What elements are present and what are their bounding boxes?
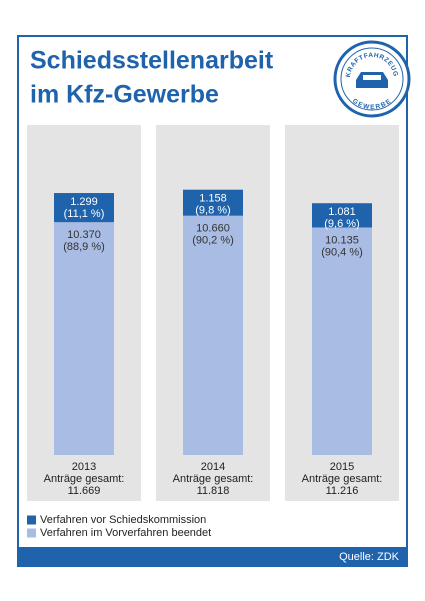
share-label: (9,8 %) — [195, 205, 230, 217]
title-line: Schiedsstellenarbeit — [30, 47, 274, 75]
total-label: 11.669 — [68, 485, 101, 497]
legend-swatch — [27, 515, 36, 525]
share-label: (9,6 %) — [324, 218, 359, 230]
total-caption: Anträge gesamt: — [302, 473, 383, 485]
legend-swatch — [27, 528, 36, 538]
value-label: 1.299 — [70, 196, 98, 208]
badge: KRAFTFAHRZEUG GEWERBE — [333, 40, 411, 118]
value-label: 1.158 — [199, 193, 227, 205]
bar-segment — [312, 203, 372, 228]
bar-segment — [312, 227, 372, 455]
source: Quelle: ZDK — [339, 551, 400, 563]
x-tick-label: 2014 — [201, 461, 225, 473]
value-label: 10.135 — [325, 234, 359, 246]
x-tick-label: 2015 — [330, 461, 354, 473]
value-label: 1.081 — [328, 206, 356, 218]
total-caption: Anträge gesamt: — [173, 473, 254, 485]
car-window — [363, 75, 381, 80]
legend-label: Verfahren vor Schiedskommission — [40, 514, 206, 526]
total-caption: Anträge gesamt: — [44, 473, 125, 485]
total-label: 11.216 — [326, 485, 359, 497]
share-label: (11,1 %) — [64, 208, 105, 220]
share-label: (90,4 %) — [321, 246, 363, 258]
badge-ring — [340, 47, 404, 111]
bar-segment — [183, 215, 243, 455]
legend-label: Verfahren im Vorverfahren beendet — [40, 527, 211, 539]
total-label: 11.818 — [197, 485, 230, 497]
footer-bar — [18, 547, 407, 566]
value-label: 10.370 — [67, 229, 101, 241]
share-label: (90,2 %) — [192, 235, 234, 247]
share-label: (88,9 %) — [63, 241, 105, 253]
x-tick-label: 2013 — [72, 461, 96, 473]
bar-segment — [54, 222, 114, 455]
title-line: im Kfz-Gewerbe — [30, 81, 219, 109]
value-label: 10.660 — [196, 223, 230, 235]
bar-segment — [183, 189, 243, 216]
bar-segment — [54, 193, 114, 223]
